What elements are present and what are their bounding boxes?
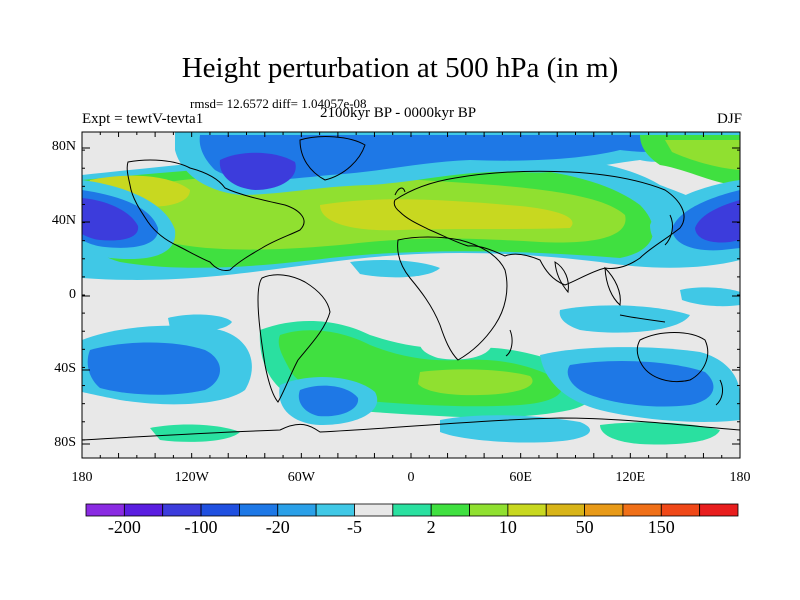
coast-japan (664, 214, 673, 246)
colorbar-label: -20 (265, 517, 290, 537)
arctic-yellowgreen-ne (665, 140, 740, 170)
coast-indonesia (619, 314, 666, 323)
colorbar-swatch (507, 503, 547, 517)
coast-india (554, 261, 569, 294)
north-band-yellow-e (320, 199, 573, 231)
lon-label: 180 (729, 470, 751, 485)
coast-eurasia (393, 170, 685, 286)
lon-label: 180 (71, 470, 93, 485)
lat-label: 40S (54, 361, 76, 376)
coast-australia (636, 332, 709, 383)
coast-africa (397, 236, 508, 361)
period-label: 2100kyr BP - 0000kyr BP (320, 105, 477, 121)
lat-label: 0 (69, 287, 76, 302)
contour-field (82, 132, 740, 458)
lon-label: 60W (287, 470, 315, 485)
experiment-label: Expt = tewtV-tevta1 (82, 111, 204, 127)
ticks (81, 131, 741, 459)
npac-low-east-core (695, 200, 740, 243)
season-label: DJF (716, 111, 742, 127)
colorbar-swatch (277, 503, 317, 517)
chart-title: Height perturbation at 500 hPa (in m) (181, 52, 619, 84)
colorbar-label: 10 (498, 517, 517, 537)
colorbar-swatch (545, 503, 585, 517)
colorbar-swatch (354, 503, 394, 517)
coast-uk (394, 187, 406, 196)
lon-label: 60E (509, 470, 532, 485)
colorbar-swatch (660, 503, 701, 517)
arctic-blue-mid (199, 135, 700, 180)
lon-label: 0 (407, 470, 415, 485)
colorbar-swatch (85, 503, 125, 517)
coast-greenland (299, 136, 366, 181)
coast-indochina (604, 266, 621, 306)
coast-antarctica (82, 417, 740, 441)
colorbar-swatch (430, 503, 470, 517)
coastlines (82, 136, 740, 441)
eq-blue-2 (350, 260, 440, 278)
s-atlantic-blue-mid (298, 385, 359, 417)
colorbar-swatch (239, 503, 279, 517)
south-yellowgreen (418, 369, 533, 396)
antarctic-green-1 (600, 422, 720, 445)
colorbar-swatch (315, 503, 355, 517)
antarctic-green-2 (150, 424, 240, 442)
lat-label: 80S (54, 435, 76, 450)
colorbar-swatch (584, 503, 624, 517)
colorbar-label: -100 (184, 517, 218, 537)
coast-south-america (257, 274, 331, 403)
colorbar-label: 2 (426, 517, 436, 537)
colorbar-swatch (392, 503, 432, 517)
lon-label: 120W (174, 470, 209, 485)
colorbar-swatch (200, 503, 240, 517)
coast-madagascar (505, 329, 513, 357)
coast-north-america (126, 159, 305, 271)
s-indian-blue-mid (567, 360, 714, 407)
eq-blue-4 (680, 287, 740, 307)
south-africa-neutral (419, 333, 492, 360)
colorbar-swatch (699, 503, 739, 517)
npac-low-west-core (82, 198, 139, 241)
stats-text: rmsd= 12.6572 diff= 1.04057e-08 (190, 96, 367, 111)
colorbar-swatch (123, 503, 164, 517)
lat-label: 80N (51, 139, 76, 154)
colorbar (85, 503, 739, 517)
colorbar-label: -5 (346, 517, 362, 537)
lat-label: 40N (51, 213, 76, 228)
eq-blue-3 (559, 305, 690, 333)
colorbar-label: -200 (107, 517, 141, 537)
colorbar-label: 150 (647, 517, 675, 537)
colorbar-label: 50 (575, 517, 594, 537)
coast-new-zealand (715, 379, 724, 406)
sw-pacific-blue-mid (87, 342, 220, 395)
colorbar-swatch (469, 503, 509, 517)
lon-label: 120E (615, 470, 646, 485)
arctic-deep-blue (219, 152, 296, 190)
colorbar-swatch (162, 503, 202, 517)
colorbar-swatch (622, 503, 662, 517)
